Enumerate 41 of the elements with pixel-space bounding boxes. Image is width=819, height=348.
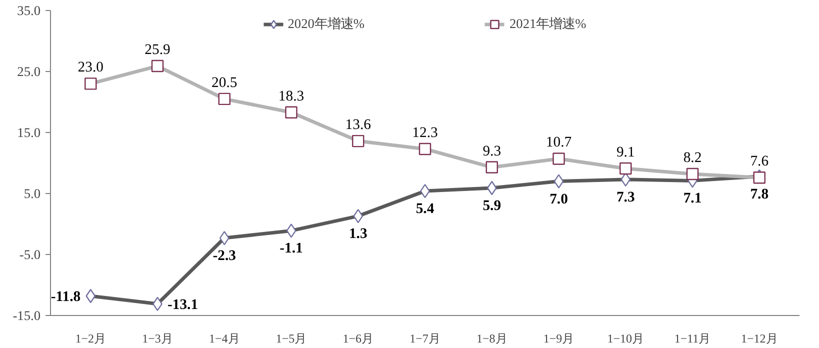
data-label: -1.1 <box>280 240 303 257</box>
x-tick-label: 1−10月 <box>607 332 644 346</box>
x-tick-label: 1−11月 <box>674 332 711 346</box>
y-tick-label: 5.0 <box>24 186 41 201</box>
data-label: 25.9 <box>144 42 170 58</box>
data-label: 7.8 <box>750 186 769 202</box>
x-tick-label: 1−6月 <box>342 332 374 346</box>
y-tick-label: 25.0 <box>17 64 41 79</box>
x-tick-label: 1−9月 <box>543 332 574 346</box>
data-label: -2.3 <box>212 248 236 264</box>
data-label: 12.3 <box>412 124 438 141</box>
y-tick-label: 15.0 <box>17 125 41 140</box>
y-tick-label: -5.0 <box>19 247 41 262</box>
data-label: 18.3 <box>278 88 304 104</box>
data-label: -13.1 <box>168 296 198 313</box>
data-label: 1.3 <box>348 226 368 242</box>
data-label: 7.6 <box>750 154 769 170</box>
data-label: 20.5 <box>212 74 238 91</box>
data-label: -11.8 <box>50 288 81 305</box>
data-label: 7.3 <box>616 189 635 206</box>
x-tick-label: 1−7月 <box>410 332 440 346</box>
legend-label: 2021年增速% <box>510 15 586 33</box>
y-tick-label: -15.0 <box>12 308 41 323</box>
data-label: 9.1 <box>616 144 635 160</box>
x-tick-label: 1−4月 <box>208 332 240 346</box>
data-label: 5.4 <box>416 201 435 218</box>
legend-label: 2020年增速% <box>288 15 364 33</box>
data-label: 23.0 <box>78 60 104 76</box>
x-tick-label: 1−2月 <box>75 332 106 346</box>
y-tick-label: 35.0 <box>17 3 41 18</box>
data-label: 13.6 <box>345 117 371 134</box>
data-label: 10.7 <box>546 134 572 151</box>
x-tick-label: 1−3月 <box>142 332 173 346</box>
x-tick-label: 1−12月 <box>740 332 778 346</box>
x-tick-label: 1−5月 <box>276 332 307 346</box>
data-label: 7.0 <box>550 191 568 208</box>
data-label: 5.9 <box>482 198 502 214</box>
data-label: 7.1 <box>683 190 702 207</box>
x-tick-label: 1−8月 <box>476 332 508 346</box>
data-label: 9.3 <box>482 143 502 160</box>
data-label: 8.2 <box>683 150 702 166</box>
